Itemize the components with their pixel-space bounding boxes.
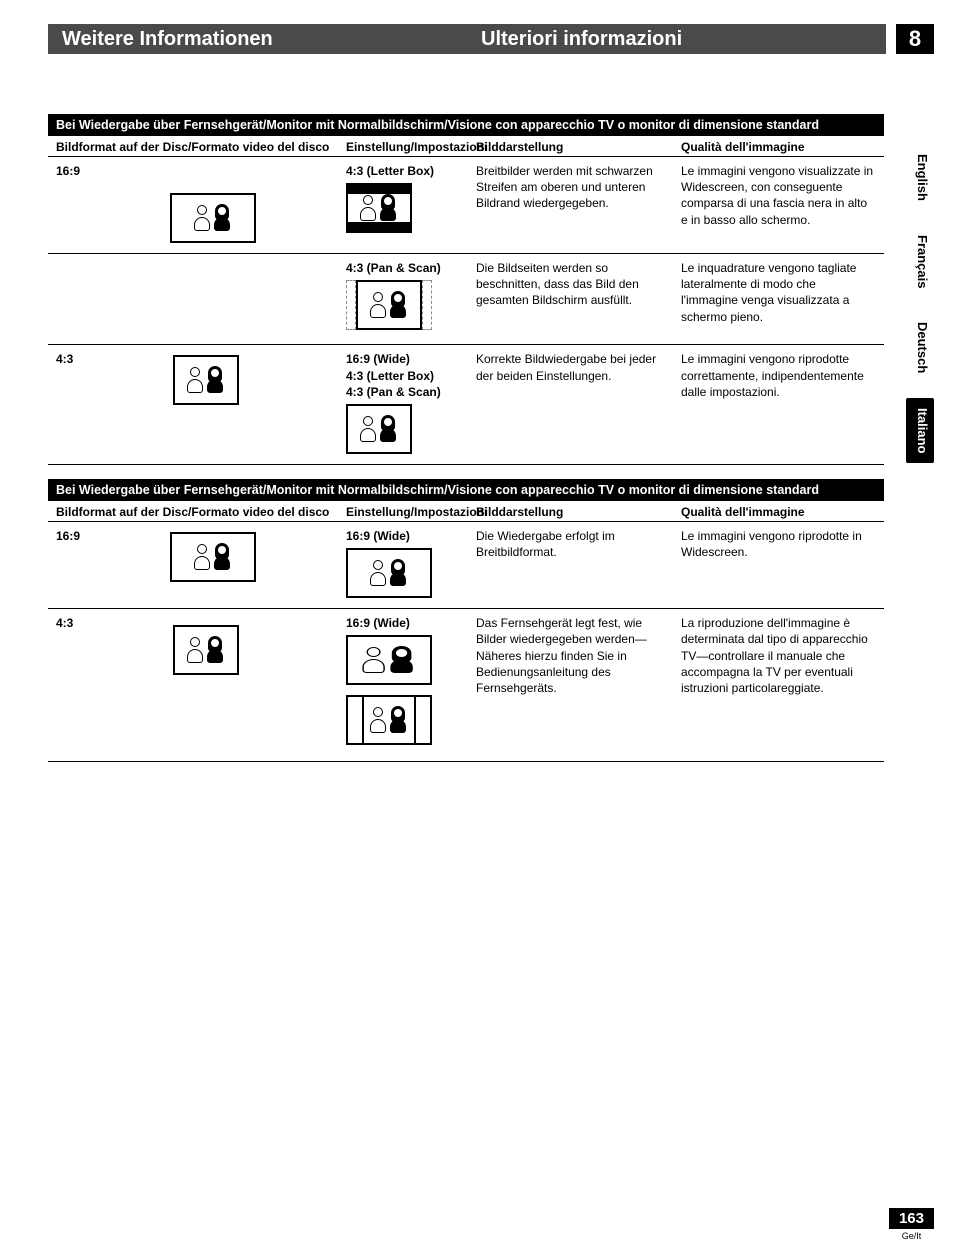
- desc-it: Le immagini vengono visualizzate in Wide…: [681, 163, 876, 243]
- disc-thumb-16-9: [170, 532, 256, 582]
- col-format: Bildformat auf der Disc/Formato video de…: [56, 505, 346, 519]
- setting-label: 16:9 (Wide): [346, 528, 476, 544]
- desc-it: Le immagini vengono riprodotte correttam…: [681, 351, 876, 454]
- desc-de: Breitbilder werden mit schwarzen Streife…: [476, 163, 681, 243]
- disc-thumb-16-9: [170, 193, 256, 243]
- footer-lang: Ge/It: [889, 1231, 934, 1241]
- setting-label: 16:9 (Wide) 4:3 (Letter Box) 4:3 (Pan & …: [346, 351, 476, 400]
- setting-label: 4:3 (Letter Box): [346, 163, 476, 179]
- section1-title: Bei Wiedergabe über Fernsehgerät/Monitor…: [48, 114, 884, 136]
- table-row: 4:3 16:9 (Wide) 4:3 (Letter Box) 4:3 (Pa…: [48, 345, 884, 465]
- setting-thumb-wide-stretched: [346, 635, 432, 691]
- col-setting: Einstellung/Impostazioni: [346, 505, 476, 519]
- desc-de: Die Wiedergabe erfolgt im Breitbildforma…: [476, 528, 681, 598]
- format-label: 16:9: [56, 528, 80, 544]
- setting-label: 16:9 (Wide): [346, 615, 476, 631]
- format-label: 4:3: [56, 351, 73, 367]
- section2-title: Bei Wiedergabe über Fernsehgerät/Monitor…: [48, 479, 884, 501]
- table-row: 16:9 4:3 (Letter Box) Breitbilder werden…: [48, 157, 884, 254]
- col-format: Bildformat auf der Disc/Formato video de…: [56, 140, 346, 154]
- desc-it: Le inquadrature vengono tagliate lateral…: [681, 260, 876, 334]
- col-desc-de: Bilddarstellung: [476, 505, 681, 519]
- tab-deutsch[interactable]: Deutsch: [906, 312, 934, 383]
- setting-thumb-panscan: [346, 280, 432, 330]
- col-desc-de: Bilddarstellung: [476, 140, 681, 154]
- page-header: Weitere Informationen Ulteriori informaz…: [48, 24, 934, 54]
- disc-thumb-4-3: [173, 625, 239, 675]
- language-tabs: English Français Deutsch Italiano: [906, 144, 934, 463]
- header-title-left: Weitere Informationen: [48, 24, 467, 54]
- desc-it: La riproduzione dell'immagine è determin…: [681, 615, 876, 751]
- chapter-number: 8: [896, 24, 934, 54]
- table-row: 4:3 (Pan & Scan) Die Bildseiten werden s…: [48, 254, 884, 345]
- col-desc-it: Qualità dell'immagine: [681, 505, 876, 519]
- page-number: 163: [889, 1208, 934, 1229]
- header-title-right: Ulteriori informazioni: [467, 24, 886, 54]
- disc-thumb-4-3: [173, 355, 239, 405]
- desc-de: Das Fernsehgerät legt fest, wie Bilder w…: [476, 615, 681, 751]
- table-row: 4:3 16:9 (Wide) Das Fernsehgerät legt fe…: [48, 609, 884, 762]
- section2-headers: Bildformat auf der Disc/Formato video de…: [48, 501, 884, 522]
- col-setting: Einstellung/Impostazioni: [346, 140, 476, 154]
- section1-headers: Bildformat auf der Disc/Formato video de…: [48, 136, 884, 157]
- desc-de: Korrekte Bildwiedergabe bei jeder der be…: [476, 351, 681, 454]
- tab-english[interactable]: English: [906, 144, 934, 211]
- setting-thumb-letterbox: [346, 183, 412, 233]
- format-label: 4:3: [56, 615, 73, 631]
- tab-italiano[interactable]: Italiano: [906, 398, 934, 464]
- setting-label: 4:3 (Pan & Scan): [346, 260, 476, 276]
- table-row: 16:9 16:9 (Wide) Die Wiedergabe erfolgt …: [48, 522, 884, 609]
- page-footer: 163 Ge/It: [889, 1208, 934, 1241]
- main-content: Bei Wiedergabe über Fernsehgerät/Monitor…: [48, 114, 884, 762]
- tab-francais[interactable]: Français: [906, 225, 934, 298]
- setting-thumb-wide-pillar: [346, 695, 432, 751]
- setting-thumb-std: [346, 404, 412, 454]
- desc-de: Die Bildseiten werden so beschnitten, da…: [476, 260, 681, 334]
- desc-it: Le immagini vengono riprodotte in Widesc…: [681, 528, 876, 598]
- format-label: 16:9: [56, 163, 80, 179]
- col-desc-it: Qualità dell'immagine: [681, 140, 876, 154]
- setting-thumb-wide: [346, 548, 432, 598]
